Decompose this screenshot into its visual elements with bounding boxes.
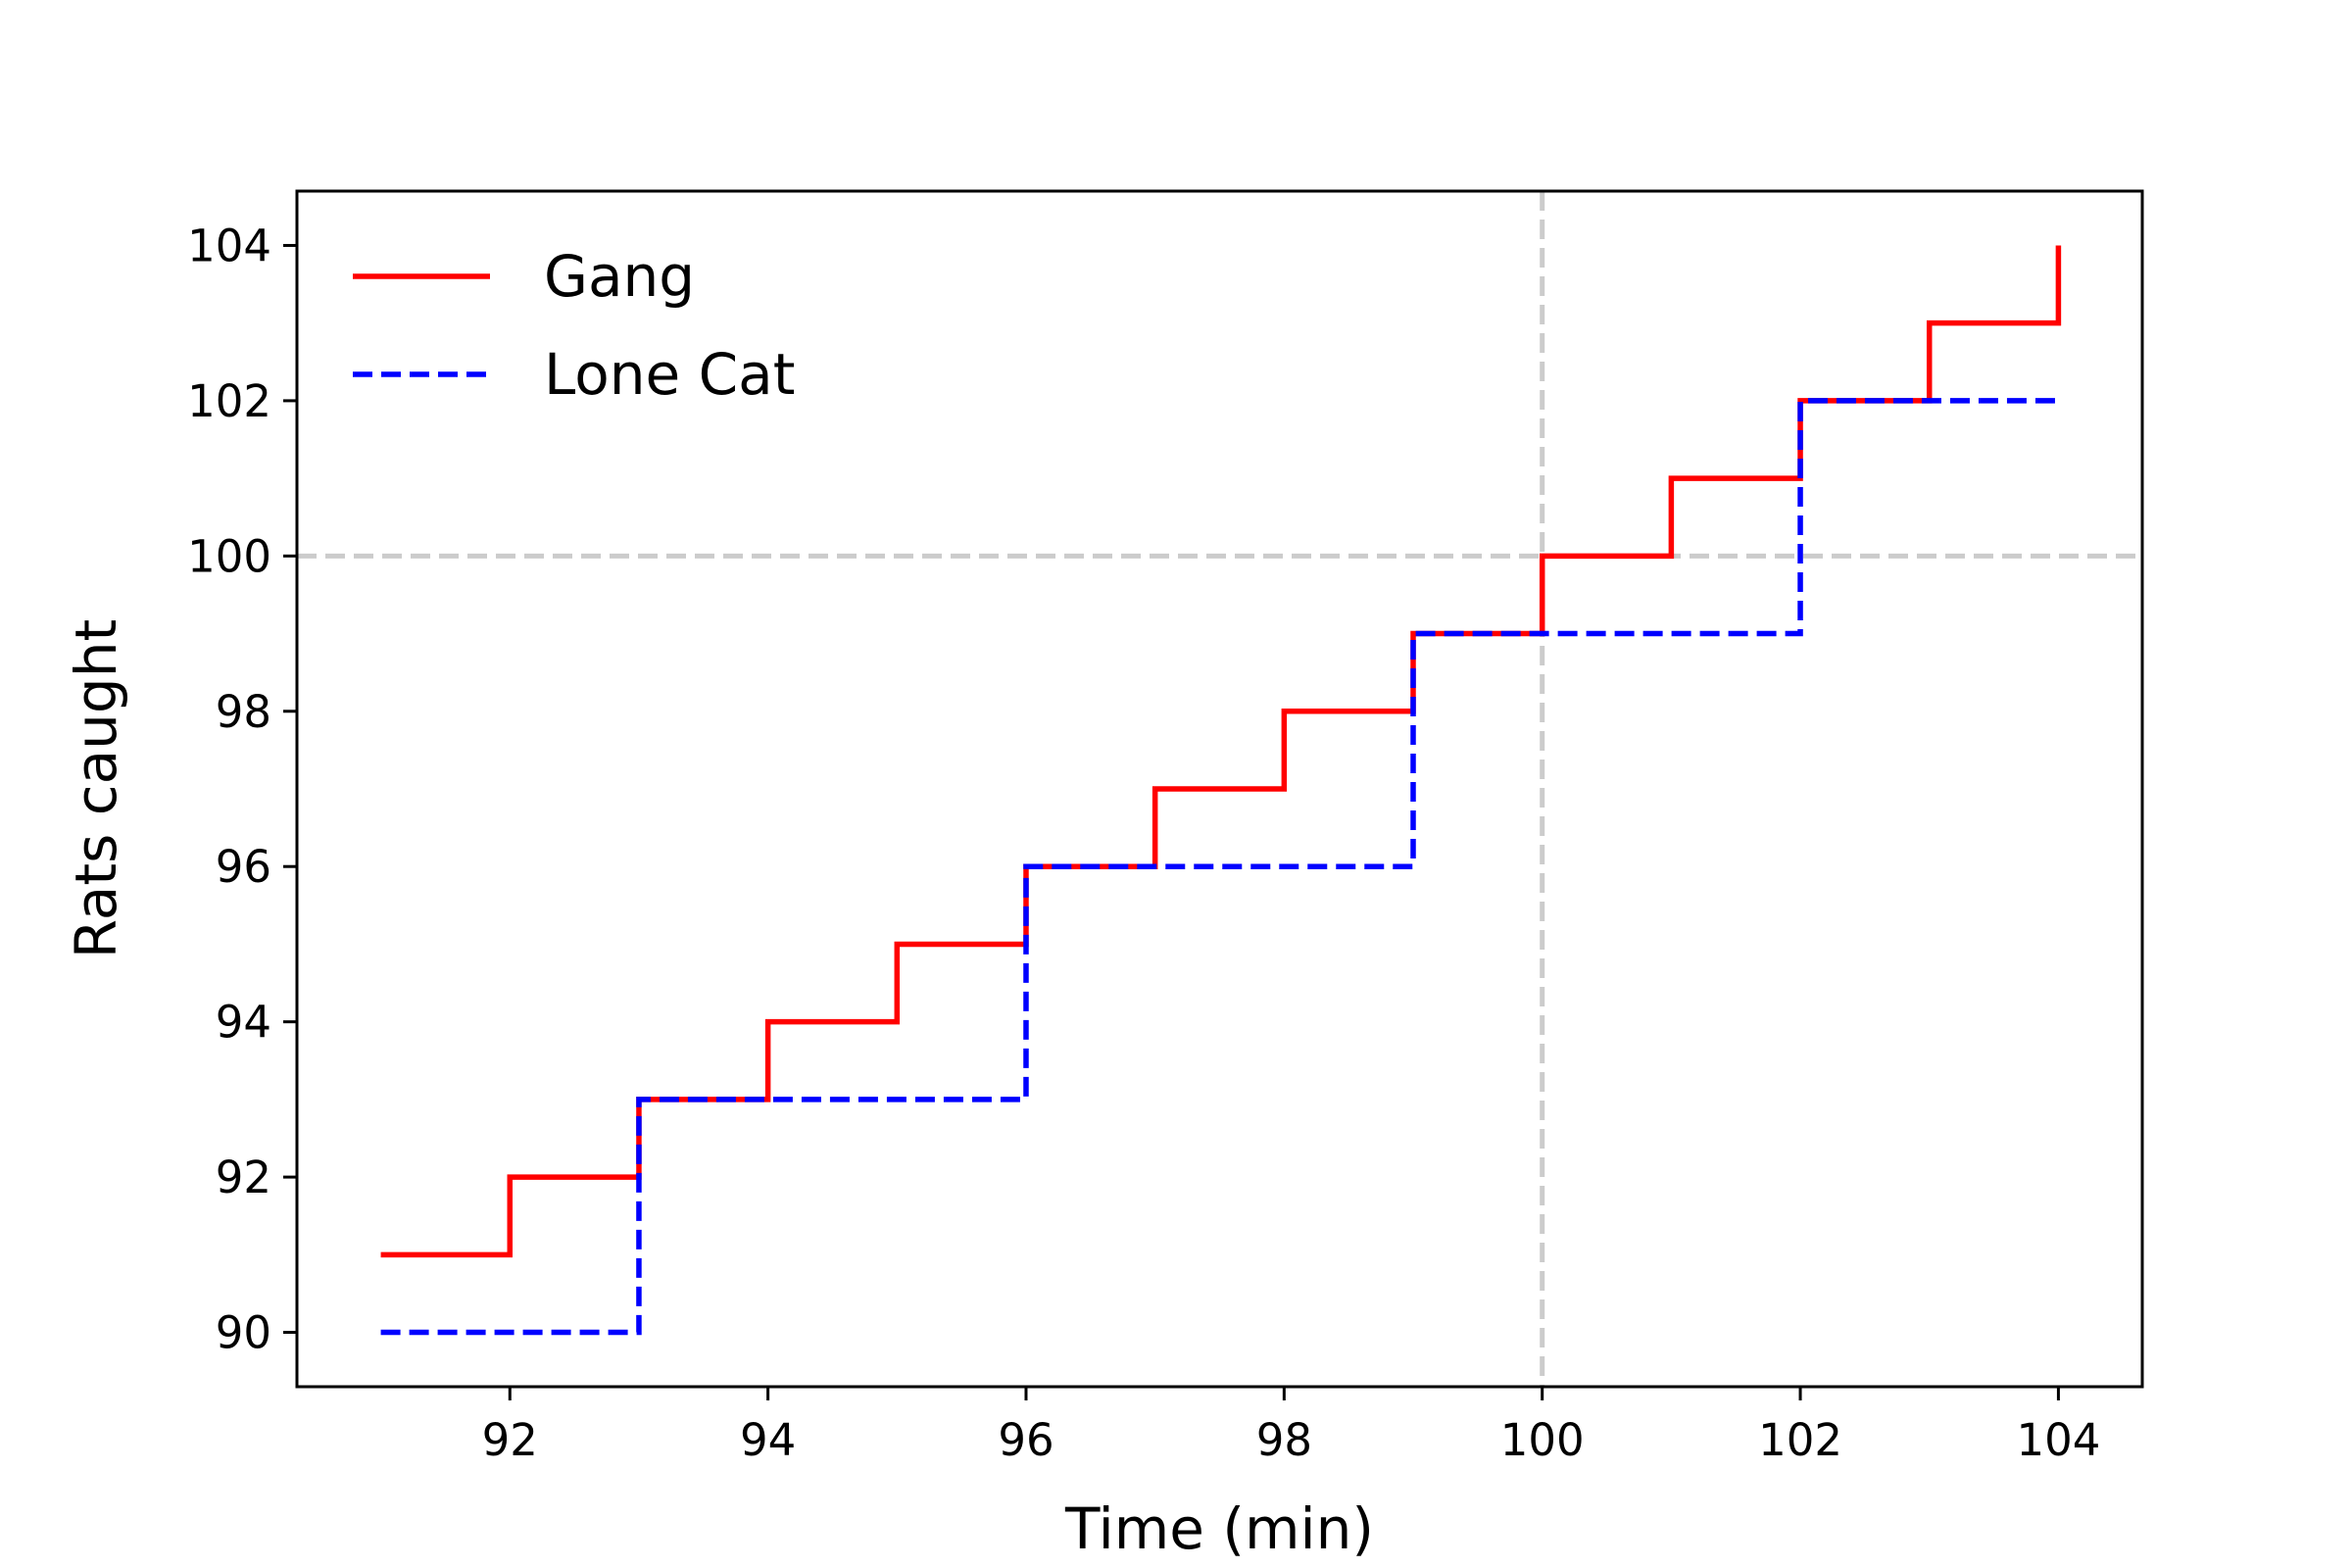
x-tick-label: 94 — [740, 1414, 796, 1466]
series-layer — [380, 245, 2062, 1336]
y-tick-label: 104 — [187, 220, 271, 271]
y-tick-label: 98 — [216, 686, 271, 738]
legend-label-gang: Gang — [544, 243, 695, 310]
y-tick-label: 96 — [216, 841, 271, 893]
plot-frame — [295, 189, 2144, 1389]
y-tick-label: 102 — [187, 375, 271, 427]
legend-label-lone-cat: Lone Cat — [544, 341, 795, 408]
y-tick-label: 94 — [216, 997, 271, 1049]
x-tick-label: 96 — [998, 1414, 1054, 1466]
series-line-gang — [380, 245, 2062, 1258]
axis-ticks: 92 94 96 98 100 102 104 90 92 94 96 98 100 102 104 — [187, 220, 2100, 1466]
x-tick-label: 100 — [1500, 1414, 1585, 1466]
y-tick-label: 92 — [216, 1152, 271, 1203]
x-tick-label: 102 — [1758, 1414, 1842, 1466]
y-tick-label: 90 — [216, 1307, 271, 1359]
series-line-lone-cat — [380, 398, 2059, 1336]
x-tick-label: 104 — [2016, 1414, 2100, 1466]
y-tick-label: 100 — [187, 530, 271, 582]
legend: Gang Lone Cat — [353, 243, 795, 408]
x-axis-title: Time (min) — [1064, 1495, 1374, 1562]
reference-lines — [297, 191, 2142, 1387]
x-tick-label: 92 — [482, 1414, 538, 1466]
x-tick-label: 98 — [1256, 1414, 1312, 1466]
y-axis-title: Rats caught — [63, 619, 129, 958]
